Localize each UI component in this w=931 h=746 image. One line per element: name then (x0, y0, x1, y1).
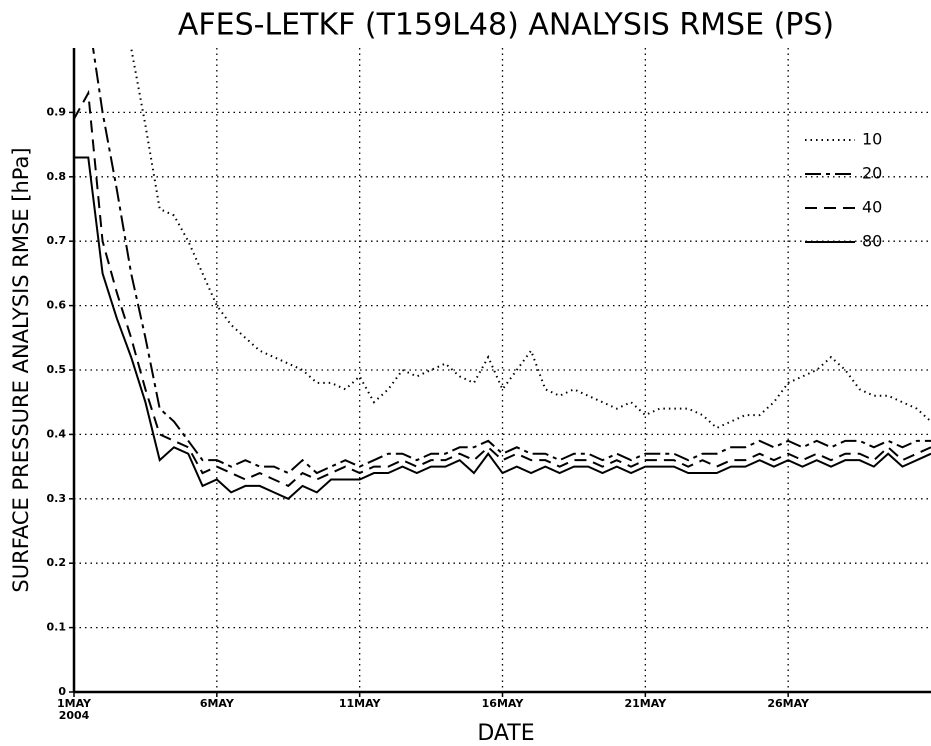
y-tick-label: 0.6 (47, 299, 67, 312)
y-tick-label: 0.7 (47, 234, 67, 247)
series-line (92, 48, 931, 475)
series-line (130, 48, 931, 430)
x-tick-label: 6MAY (200, 697, 235, 710)
x-tick-label: 21MAY (624, 697, 667, 710)
legend-label: 20 (862, 164, 882, 183)
y-tick-label: 0.3 (47, 492, 67, 505)
y-tick-label: 0.8 (47, 170, 67, 183)
chart-title: AFES-LETKF (T159L48) ANALYSIS RMSE (PS) (178, 8, 834, 43)
y-tick-label: 0.9 (47, 105, 67, 118)
legend-label: 40 (862, 198, 882, 217)
plot-area: 0 0.1 0.2 0.3 0.4 0.5 0.6 0.7 0.8 0.9 1MAY 6MAY 11MA… (47, 48, 931, 722)
x-axis-label: DATE (477, 721, 534, 746)
y-tick-label: 0.5 (47, 363, 67, 376)
y-tick-label: 0.2 (47, 556, 67, 569)
y-tick-label: 0.4 (47, 427, 67, 440)
y-tick-label: 0.1 (47, 621, 67, 634)
x-tick-label: 16MAY (482, 697, 525, 710)
x-tick-label: 1MAY (57, 697, 92, 710)
legend-label: 10 (862, 130, 882, 149)
legend-label: 80 (862, 232, 882, 251)
x-tick-label: 26MAY (767, 697, 810, 710)
y-tick-label: 0 (58, 685, 66, 698)
series-line (74, 89, 931, 488)
x-tick-label: 11MAY (339, 697, 382, 710)
y-axis-label: SURFACE PRESSURE ANALYSIS RMSE [hPa] (9, 147, 33, 592)
series-line (74, 156, 931, 500)
x-tick-year: 2004 (59, 709, 90, 722)
